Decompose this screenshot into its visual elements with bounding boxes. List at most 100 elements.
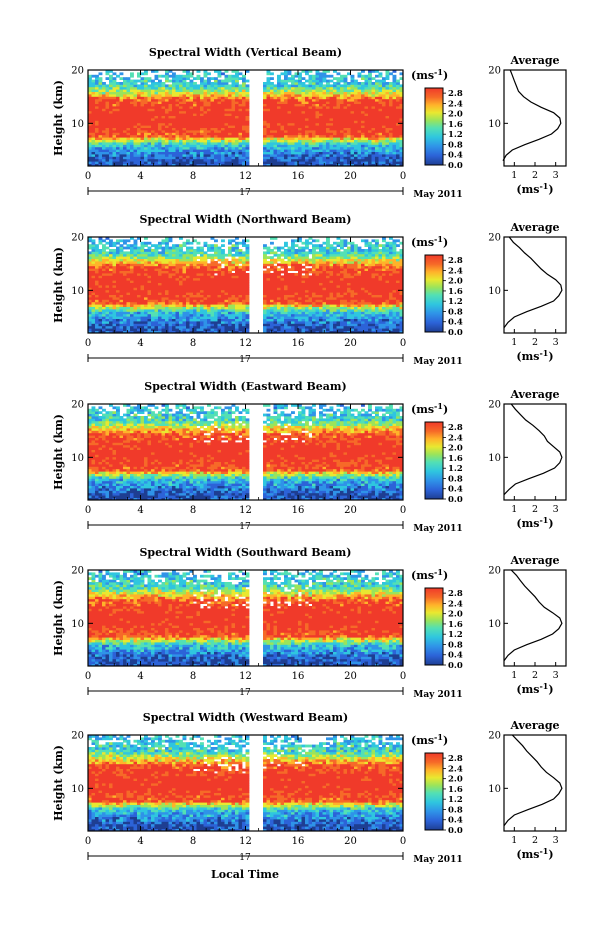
heatmap-cell <box>144 268 148 271</box>
heatmap-cell <box>291 137 295 140</box>
heatmap-cell <box>214 297 218 300</box>
heatmap-cell <box>284 84 288 88</box>
heatmap-cell <box>189 158 194 162</box>
heatmap-cell <box>133 263 138 267</box>
heatmap-cell <box>91 321 96 324</box>
heatmap-cell <box>116 241 120 245</box>
heatmap-cell <box>112 134 117 138</box>
heatmap-cell <box>130 151 134 155</box>
heatmap-cell <box>277 113 281 116</box>
heatmap-cell <box>175 287 180 291</box>
heatmap-cell <box>112 91 117 95</box>
heatmap-cell <box>116 253 120 257</box>
heatmap-cell <box>158 285 162 288</box>
heatmap-cell <box>280 146 285 150</box>
heatmap-cell <box>207 323 211 327</box>
heatmap-cell <box>109 249 113 252</box>
heatmap-cell <box>347 146 351 150</box>
heatmap-cell <box>375 106 379 109</box>
heatmap-cell <box>203 151 208 155</box>
heatmap-cell <box>133 154 138 157</box>
heatmap-cell <box>119 137 124 140</box>
heatmap-cell <box>294 118 299 121</box>
heatmap-cell <box>301 84 306 88</box>
heatmap-cell <box>399 86 404 90</box>
heatmap-cell <box>140 270 145 274</box>
heatmap-cell <box>294 106 299 109</box>
heatmap-cell <box>175 132 180 136</box>
heatmap-cell <box>179 330 183 334</box>
heatmap-cell <box>294 82 299 85</box>
heatmap-cell <box>130 299 134 303</box>
heatmap-cell <box>361 118 365 121</box>
heatmap-cell <box>95 304 99 307</box>
heatmap-cell <box>147 158 152 162</box>
heatmap-cell <box>196 304 201 307</box>
heatmap-cell <box>312 74 316 78</box>
heatmap-cell <box>333 122 337 126</box>
heatmap-cell <box>189 249 194 252</box>
heatmap-cell <box>333 110 337 114</box>
heatmap-cell <box>378 91 383 95</box>
heatmap-cell <box>200 79 204 83</box>
heatmap-cell <box>228 273 232 276</box>
heatmap-cell <box>354 94 358 97</box>
heatmap-cell <box>280 161 285 164</box>
heatmap-cell <box>221 330 225 334</box>
heatmap-cell <box>375 82 379 85</box>
heatmap-cell <box>399 142 404 145</box>
heatmap-cell <box>357 134 362 138</box>
heatmap-cell <box>137 139 141 143</box>
heatmap-cell <box>399 146 404 150</box>
heatmap-cell <box>144 149 148 152</box>
heatmap-cell <box>133 98 138 102</box>
heatmap-cell <box>354 144 358 148</box>
heatmap-cell <box>119 239 124 243</box>
heatmap-cell <box>193 144 197 148</box>
heatmap-cell <box>119 149 124 152</box>
heatmap-cell <box>284 154 288 157</box>
heatmap-cell <box>88 256 92 259</box>
heatmap-cell <box>179 313 183 317</box>
heatmap-cell <box>214 91 218 95</box>
heatmap-cell <box>357 118 362 121</box>
heatmap-cell <box>378 89 383 92</box>
heatmap-cell <box>399 125 404 128</box>
heatmap-cell <box>343 161 348 164</box>
heatmap-cell <box>126 316 131 319</box>
heatmap-cell <box>207 318 211 322</box>
heatmap-cell <box>210 270 215 274</box>
heatmap-cell <box>371 163 376 167</box>
heatmap-cell <box>137 72 141 76</box>
heatmap-cell <box>130 89 134 92</box>
heatmap-cell <box>144 146 148 150</box>
heatmap-cell <box>228 137 232 140</box>
heatmap-cell <box>291 118 295 121</box>
heatmap-cell <box>210 330 215 334</box>
heatmap-cell <box>315 79 320 83</box>
heatmap-cell <box>98 82 103 85</box>
heatmap-cell <box>308 118 313 121</box>
heatmap-cell <box>392 151 397 155</box>
heatmap-cell <box>133 82 138 85</box>
heatmap-cell <box>137 137 141 140</box>
heatmap-cell <box>165 301 169 305</box>
heatmap-cell <box>333 134 337 138</box>
heatmap-cell <box>109 285 113 288</box>
heatmap-cell <box>364 101 369 104</box>
heatmap-cell <box>214 292 218 295</box>
heatmap-cell <box>235 275 239 279</box>
heatmap-cell <box>123 304 127 307</box>
heatmap-cell <box>217 146 222 150</box>
heatmap-cell <box>228 287 232 291</box>
heatmap-cell <box>284 98 288 102</box>
heatmap-cell <box>322 115 327 119</box>
heatmap-cell <box>154 156 159 160</box>
heatmap-cell <box>238 142 243 145</box>
heatmap-cell <box>312 115 316 119</box>
heatmap-cell <box>340 115 344 119</box>
heatmap-cell <box>196 241 201 245</box>
heatmap-cell <box>315 82 320 85</box>
heatmap-cell <box>221 115 225 119</box>
heatmap-cell <box>291 142 295 145</box>
